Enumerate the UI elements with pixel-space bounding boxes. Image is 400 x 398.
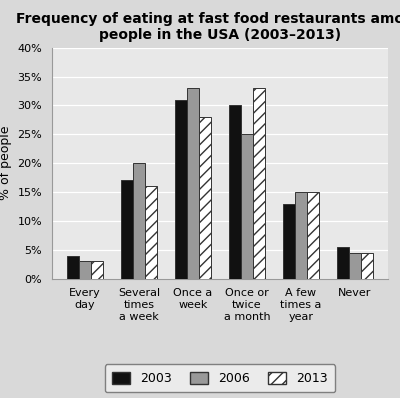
Bar <box>241 134 253 279</box>
Bar <box>253 88 265 279</box>
Legend: 2003, 2006, 2013: 2003, 2006, 2013 <box>105 364 335 392</box>
Bar <box>175 100 187 279</box>
Bar <box>79 261 91 279</box>
Bar <box>283 204 295 279</box>
Bar <box>307 192 319 279</box>
Bar <box>229 105 241 279</box>
Bar <box>121 181 133 279</box>
Bar <box>133 163 145 279</box>
Bar <box>91 261 103 279</box>
Title: Frequency of eating at fast food restaurants among
people in the USA (2003–2013): Frequency of eating at fast food restaur… <box>16 12 400 43</box>
Bar <box>145 186 157 279</box>
Bar <box>67 256 79 279</box>
Bar <box>349 253 361 279</box>
Bar <box>337 247 349 279</box>
Bar <box>187 88 199 279</box>
Bar <box>295 192 307 279</box>
Bar <box>361 253 373 279</box>
Y-axis label: % of people: % of people <box>0 126 12 201</box>
Bar <box>199 117 211 279</box>
